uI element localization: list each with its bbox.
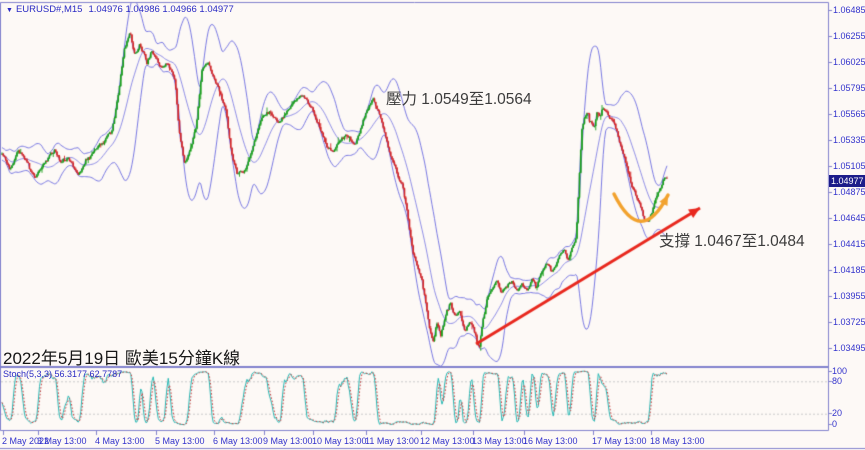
ohlc-quote-label: 1.04976 1.04986 1.04966 1.04977 [88,4,234,15]
x-axis-label: 17 May 13:00 [592,436,647,446]
y-axis-label: 1.04645 [833,213,865,223]
y-axis-label: 1.05565 [833,109,865,119]
x-axis-label: 13 May 13:00 [472,436,527,446]
y-axis-label: 1.06255 [833,31,865,41]
y-axis-label: 1.04875 [833,187,865,197]
x-axis-label: 2 May 2022 [2,436,50,446]
current-price-tag: 1.04977 [829,175,865,188]
y-axis-label: 1.03955 [833,291,865,301]
chart-caption: 2022年5月19日 歐美15分鐘K線 [3,349,241,368]
y-axis-label: 1.06025 [833,57,865,67]
symbol-timeframe-label: EURUSD#,M15 [15,4,83,15]
y-axis-label: 1.03725 [833,317,865,327]
resistance-annotation: 壓力 1.0549至1.0564 [386,91,532,108]
y-axis-label: 1.03495 [833,343,865,353]
x-axis-label: 5 May 13:00 [155,436,205,446]
x-axis-label: 12 May 13:00 [420,436,475,446]
y-axis-label: 1.05335 [833,135,865,145]
stoch-scale-label: 20 [832,408,843,418]
x-axis-label: 9 May 13:00 [263,436,313,446]
x-axis-label: 10 May 13:00 [312,436,367,446]
x-axis-label: 4 May 13:00 [95,436,145,446]
symbol-dropdown-icon[interactable]: ▼ [6,7,13,14]
stochastic-indicator-label: Stoch(5,3,3) 56.3177 62.7787 [3,369,123,379]
chart-header: ▼ EURUSD#,M15 1.04976 1.04986 1.04966 1.04… [6,4,234,15]
x-axis-label: 16 May 13:00 [523,436,578,446]
x-axis-label: 18 May 13:00 [650,436,705,446]
stoch-scale-label: 80 [832,376,843,386]
y-axis-label: 1.05105 [833,161,865,171]
y-axis-label: 1.06485 [833,5,865,15]
x-axis-label: 6 May 13:00 [213,436,263,446]
x-axis-label: 3 May 13:00 [37,436,87,446]
y-axis-label: 1.04415 [833,239,865,249]
x-axis-label: 11 May 13:00 [365,436,419,446]
support-annotation: 支撐 1.0467至1.0484 [659,233,805,250]
stoch-scale-label: 0 [832,419,838,429]
y-axis-label: 1.05795 [833,83,865,93]
y-axis-label: 1.04185 [833,265,865,275]
stoch-scale-label: 100 [832,366,848,376]
